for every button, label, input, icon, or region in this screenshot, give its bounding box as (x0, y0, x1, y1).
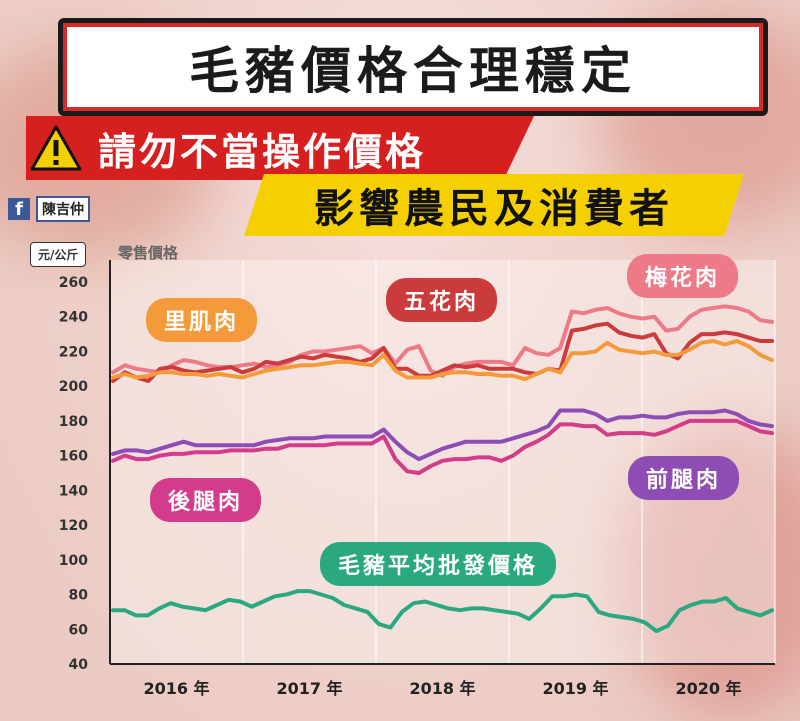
y-tick-label: 260 (59, 275, 88, 291)
source-name: 陳吉仲 (36, 196, 90, 222)
y-tick-label: 40 (69, 657, 89, 673)
title-banner: 毛豬價格合理穩定 (58, 18, 768, 116)
y-tick-label: 200 (59, 379, 88, 395)
y-tick-label: 80 (69, 588, 89, 604)
series-label-後腿肉: 後腿肉 (150, 478, 262, 522)
series-label-里肌肉: 里肌肉 (146, 298, 258, 342)
warning-text: 請勿不當操作價格 (98, 129, 427, 174)
series-line-五花肉 (111, 321, 774, 383)
y-tick-label: 220 (59, 344, 88, 360)
warning-icon (30, 125, 82, 171)
y-tick-label: 140 (59, 483, 88, 499)
y-tick-label: 60 (69, 622, 89, 638)
y-tick-label: 100 (59, 553, 88, 569)
series-label-梅花肉: 梅花肉 (627, 254, 739, 298)
y-tick-label: 160 (59, 449, 88, 465)
subtitle: 影響農民及消費者 (314, 186, 674, 232)
series-line-前腿肉 (111, 408, 774, 462)
y-axis-label: 零售價格 (118, 244, 179, 262)
x-tick-label: 2017 年 (276, 679, 342, 698)
warning-banner: 請勿不當操作價格 (26, 116, 534, 180)
y-tick-label: 180 (59, 414, 88, 430)
series-label-五花肉: 五花肉 (386, 278, 498, 322)
unit-label: 元/公斤 (30, 242, 87, 267)
series-line-毛豬平均批發價格 (111, 589, 774, 633)
y-tick-label: 240 (59, 310, 88, 326)
series-line-里肌肉 (111, 339, 774, 382)
subtitle-banner: 影響農民及消費者 (244, 174, 744, 236)
x-tick-label: 2019 年 (542, 679, 608, 698)
facebook-icon: f (8, 198, 30, 220)
series-label-前腿肉: 前腿肉 (628, 456, 740, 500)
x-tick-label: 2020 年 (675, 679, 741, 698)
series-line-後腿肉 (111, 418, 774, 475)
series-label-毛豬平均批發價格: 毛豬平均批發價格 (320, 542, 557, 586)
x-tick-label: 2018 年 (409, 679, 475, 698)
y-tick-label: 120 (59, 518, 88, 534)
source-tag: f 陳吉仲 (8, 196, 116, 222)
x-tick-label: 2016 年 (143, 679, 209, 698)
page-title: 毛豬價格合理穩定 (189, 42, 637, 100)
